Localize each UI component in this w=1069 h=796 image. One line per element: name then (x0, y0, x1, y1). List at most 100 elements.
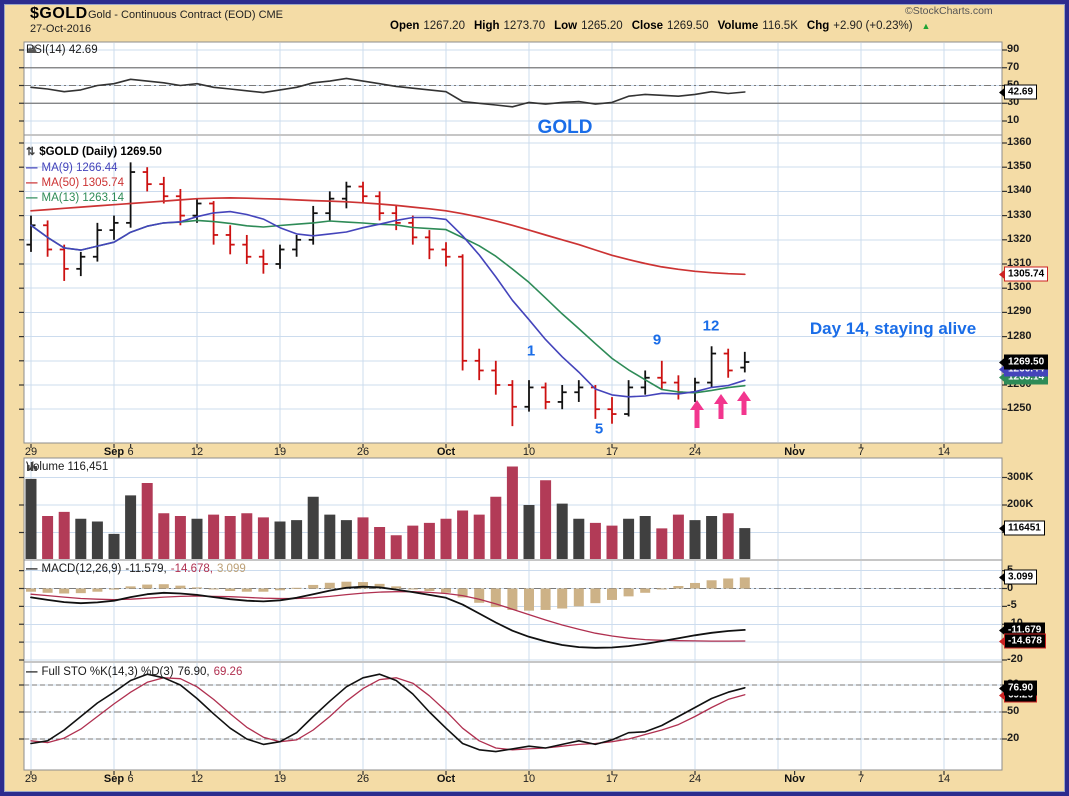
x-axis-label: Oct (436, 446, 456, 458)
axis-value-badge-sto: 76.90 (998, 680, 1038, 696)
macd-hist-value: 3.099 (216, 563, 246, 575)
axis-value-badge-price: 1269.50 (998, 354, 1049, 370)
ma50-label: MA(50) 1305.74 (41, 177, 124, 189)
x-axis-label: 12 (190, 773, 204, 785)
ma50-swatch-icon: — (26, 177, 38, 189)
x-axis-label: 6 (127, 773, 134, 785)
sto-d-value: 69.26 (213, 666, 243, 678)
x-axis-label: 24 (688, 446, 702, 458)
pink-up-arrow (690, 400, 704, 428)
macd-swatch-icon: — (26, 563, 38, 575)
x-axis-label: 17 (605, 446, 619, 458)
symbol: $GOLD (30, 5, 88, 22)
y-axis-label: 1250 (1007, 402, 1032, 415)
x-axis-label: 6 (127, 446, 134, 458)
quote-line: Open 1267.20 High 1273.70 Low 1265.20 Close 126… (390, 20, 930, 32)
x-axis-label: 10 (522, 773, 536, 785)
annotation-day-14-staying-alive: Day 14, staying alive (809, 319, 977, 338)
price-title-label: $GOLD (Daily) 1269.50 (39, 146, 162, 158)
axis-value-badge-macd: 3.099 (998, 569, 1038, 585)
y-axis-label: 20 (1007, 732, 1020, 744)
annotation-12: 12 (702, 317, 720, 335)
axis-value-badge-rsi: 42.69 (998, 84, 1038, 100)
x-axis-label: 29 (24, 446, 38, 458)
y-axis-label: 1280 (1007, 329, 1032, 342)
quote-value: 1267.20 (423, 20, 465, 32)
source-credit: ©StockCharts.com (905, 5, 993, 17)
volume-legend: Volume 116,451 (26, 461, 108, 474)
ma13-legend: — MA(13) 1263.14 (26, 192, 124, 205)
x-axis-label: 19 (273, 446, 287, 458)
quote-label: High (473, 20, 500, 32)
y-axis-label: 200K (1007, 498, 1034, 510)
macd-name: MACD(12,26,9) (41, 563, 122, 575)
x-axis-label: 7 (857, 446, 865, 458)
y-axis-label: 50 (1007, 705, 1020, 717)
rsi-legend-label: RSI(14) 42.69 (26, 44, 98, 56)
y-axis-label: 1360 (1007, 136, 1032, 148)
quote-label: Chg (806, 20, 830, 32)
x-axis-label: 29 (24, 773, 38, 785)
y-axis-label: 1350 (1007, 160, 1032, 173)
chg-up-triangle-icon: ▲ (921, 21, 931, 31)
sto-legend: — Full STO %K(14,3) %D(3) 76.90, 69.26 (26, 666, 242, 679)
y-axis-label: 10 (1007, 114, 1020, 126)
x-axis-label: 14 (937, 446, 951, 458)
x-axis-label: Nov (784, 773, 805, 785)
y-axis-label: 0 (1007, 581, 1014, 594)
quote-value: 116.5K (762, 20, 798, 32)
symbol-description: Gold - Continuous Contract (EOD) CME (88, 9, 284, 21)
y-axis-label: 90 (1007, 43, 1020, 55)
y-axis-label: 300K (1007, 470, 1034, 483)
ma9-legend: — MA(9) 1266.44 (26, 162, 118, 175)
quote-label: Volume (717, 20, 759, 32)
quote-label: Low (554, 20, 578, 32)
y-axis-label: 1300 (1007, 281, 1032, 294)
x-axis-label: Nov (784, 446, 805, 458)
annotation-1: 1 (526, 342, 536, 360)
y-axis-label: 1290 (1007, 305, 1032, 318)
rsi-legend: RSI(14) 42.69 (26, 44, 98, 57)
y-axis-label: 70 (1007, 60, 1020, 73)
x-axis-label: 26 (356, 773, 370, 785)
y-axis-label: 1340 (1007, 184, 1032, 197)
x-axis-label: 17 (605, 773, 619, 785)
axis-value-badge-volume: 116451 (999, 520, 1045, 536)
x-axis-label: Sep (103, 773, 125, 785)
volume-icon (27, 462, 37, 471)
annotation-9: 9 (652, 331, 662, 349)
x-axis-label: Oct (436, 773, 456, 785)
quote-value: 1273.70 (503, 20, 546, 32)
volume-legend-label: Volume 116,451 (26, 461, 109, 473)
pink-up-arrow (737, 391, 751, 415)
ma13-label: MA(13) 1263.14 (41, 192, 124, 204)
quote-value: 1269.50 (667, 20, 709, 32)
annotation-gold: GOLD (537, 117, 593, 138)
quote-label: Close (631, 20, 664, 32)
ma9-label: MA(9) 1266.44 (41, 162, 118, 174)
price-legend-title: ⇅ $GOLD (Daily) 1269.50 (26, 146, 162, 159)
axis-value-badge-macd: -14.678 (999, 633, 1046, 649)
ma50-legend: — MA(50) 1305.74 (26, 177, 124, 190)
ma13-swatch-icon: — (26, 192, 38, 204)
x-axis-label: 24 (688, 773, 702, 785)
y-axis-label: -20 (1007, 653, 1023, 665)
sto-swatch-icon: — (26, 666, 38, 678)
x-axis-label: Sep (103, 446, 125, 458)
sto-k-value: 76.90, (177, 666, 210, 678)
axis-value-badge-price: 1305.74 (998, 266, 1049, 282)
x-axis-label: 26 (356, 446, 370, 458)
updown-arrows-icon: ⇅ (26, 146, 36, 158)
macd-signal-value: -14.678, (170, 563, 213, 575)
pink-up-arrow (714, 394, 728, 419)
x-axis-label: 10 (522, 446, 536, 458)
macd-legend: — MACD(12,26,9) -11.579, -14.678, 3.099 (26, 563, 246, 576)
x-axis-label: 7 (857, 773, 865, 785)
y-axis-label: -5 (1007, 599, 1017, 612)
annotation-5: 5 (594, 420, 604, 438)
y-axis-label: 1320 (1007, 232, 1032, 245)
macd-line-value: -11.579, (125, 563, 167, 575)
x-axis-label: 19 (273, 773, 287, 785)
